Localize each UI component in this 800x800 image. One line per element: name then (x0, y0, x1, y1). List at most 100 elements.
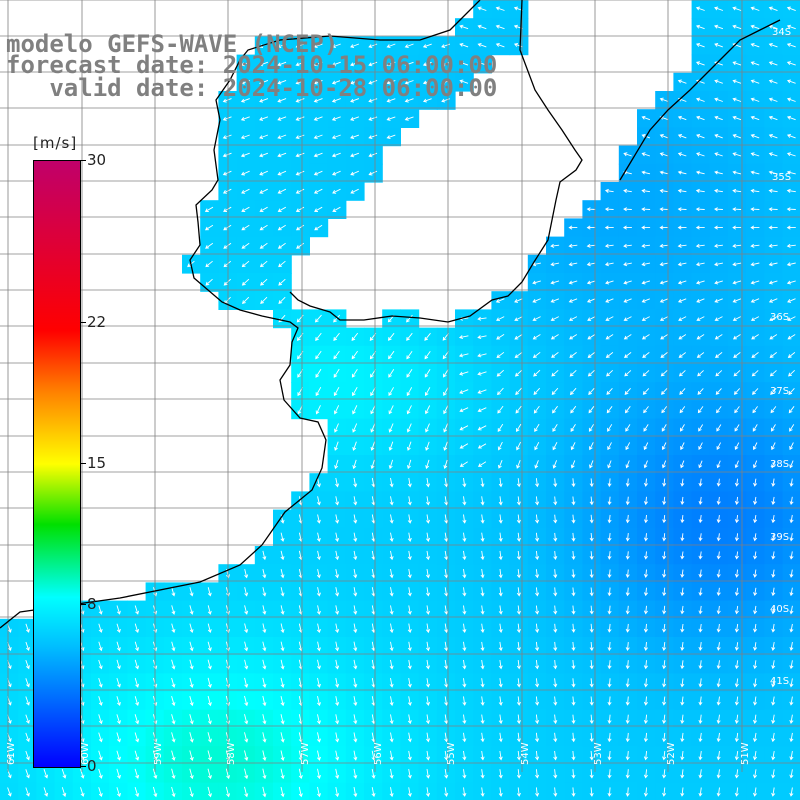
wind-arrow (514, 369, 523, 377)
wind-arrow (771, 678, 776, 688)
colorbar-tick-label: 15 (87, 454, 107, 472)
wind-arrow (535, 569, 540, 579)
wind-arrow (751, 352, 759, 358)
wind-arrow (734, 478, 739, 487)
wind-arrow (659, 298, 669, 303)
wind-arrow (498, 532, 503, 543)
wind-arrow (407, 769, 412, 779)
wind-arrow (259, 61, 269, 67)
wind-arrow (732, 115, 742, 121)
wind-arrow (316, 768, 321, 780)
wind-arrow (625, 514, 630, 524)
wind-arrow (407, 550, 412, 561)
model-title: modelo GEFS-WAVE (NCEP) (6, 30, 339, 58)
wind-arrow (116, 659, 121, 670)
wind-arrow (189, 695, 194, 707)
wind-arrow (677, 79, 687, 84)
wind-arrow (295, 188, 305, 194)
wind-arrow (371, 768, 376, 779)
wind-arrow (568, 243, 578, 248)
wind-arrow (643, 623, 648, 633)
wind-arrow (280, 659, 285, 670)
wind-arrow (331, 61, 341, 67)
wind-arrow (589, 660, 594, 670)
wind-arrow (660, 388, 668, 395)
wind-arrow (425, 787, 431, 797)
wind-arrow (498, 787, 503, 797)
wind-arrow (643, 787, 648, 797)
wind-arrow (641, 170, 651, 175)
wind-arrow (353, 677, 358, 688)
wind-arrow (771, 424, 776, 432)
wind-arrow (262, 641, 267, 652)
wind-arrow (550, 243, 560, 248)
wind-arrow (205, 260, 213, 268)
wind-arrow (771, 605, 776, 615)
wind-arrow (25, 678, 30, 688)
wind-arrow (605, 334, 614, 340)
wind-arrow (695, 207, 705, 212)
wind-arrow (606, 369, 614, 377)
wind-arrow (189, 768, 194, 780)
wind-arrow (316, 550, 321, 561)
wind-arrow (716, 642, 721, 651)
wind-arrow (752, 787, 758, 797)
wind-arrow (389, 768, 394, 779)
wind-arrow (750, 243, 760, 248)
wind-arrow (589, 532, 594, 542)
wind-arrow (370, 459, 375, 470)
wind-arrow (641, 207, 651, 212)
wind-arrow (750, 262, 760, 267)
wind-arrow (80, 787, 85, 797)
wind-arrow (643, 514, 648, 524)
colorbar (33, 160, 81, 768)
wind-arrow (533, 387, 541, 396)
wind-arrow (424, 332, 431, 341)
wind-arrow (734, 623, 739, 633)
wind-arrow (280, 695, 285, 707)
wind-arrow (477, 443, 487, 449)
wind-arrow (535, 696, 540, 706)
wind-arrow (443, 387, 449, 396)
wind-arrow (350, 116, 360, 121)
wind-arrow (462, 478, 467, 488)
wind-arrow (623, 334, 632, 340)
wind-arrow (660, 370, 668, 377)
wind-arrow (444, 714, 449, 725)
wind-arrow (353, 732, 358, 743)
wind-arrow (768, 207, 778, 212)
wind-arrow (732, 316, 741, 322)
wind-arrow (604, 207, 614, 212)
wind-arrow (732, 24, 742, 30)
wind-arrow (643, 496, 648, 506)
wind-arrow (643, 769, 648, 779)
wind-arrow (714, 225, 723, 230)
wind-arrow (498, 732, 503, 743)
wind-arrow (426, 769, 431, 779)
wind-arrow (116, 696, 121, 707)
wind-arrow (171, 659, 176, 670)
wind-arrow (751, 370, 759, 377)
wind-arrow (586, 243, 596, 248)
wind-arrow (659, 188, 669, 193)
wind-arrow (787, 316, 796, 322)
wind-arrow (204, 224, 214, 231)
wind-arrow (316, 477, 321, 488)
wind-arrow (425, 514, 431, 524)
wind-arrow (280, 587, 285, 597)
wind-arrow (734, 678, 739, 688)
wind-arrow (25, 714, 30, 724)
wind-arrow (116, 732, 121, 743)
wind-arrow (753, 569, 758, 578)
wind-arrow (734, 515, 739, 524)
wind-arrow (607, 660, 612, 670)
wind-arrow (625, 442, 631, 451)
wind-arrow (389, 732, 394, 743)
wind-arrow (244, 641, 249, 652)
wind-arrow (753, 678, 758, 688)
wind-arrow (352, 441, 357, 451)
wind-arrow (207, 587, 212, 597)
wind-arrow (771, 642, 776, 651)
wind-arrow (680, 678, 685, 688)
wind-arrow (571, 478, 576, 488)
